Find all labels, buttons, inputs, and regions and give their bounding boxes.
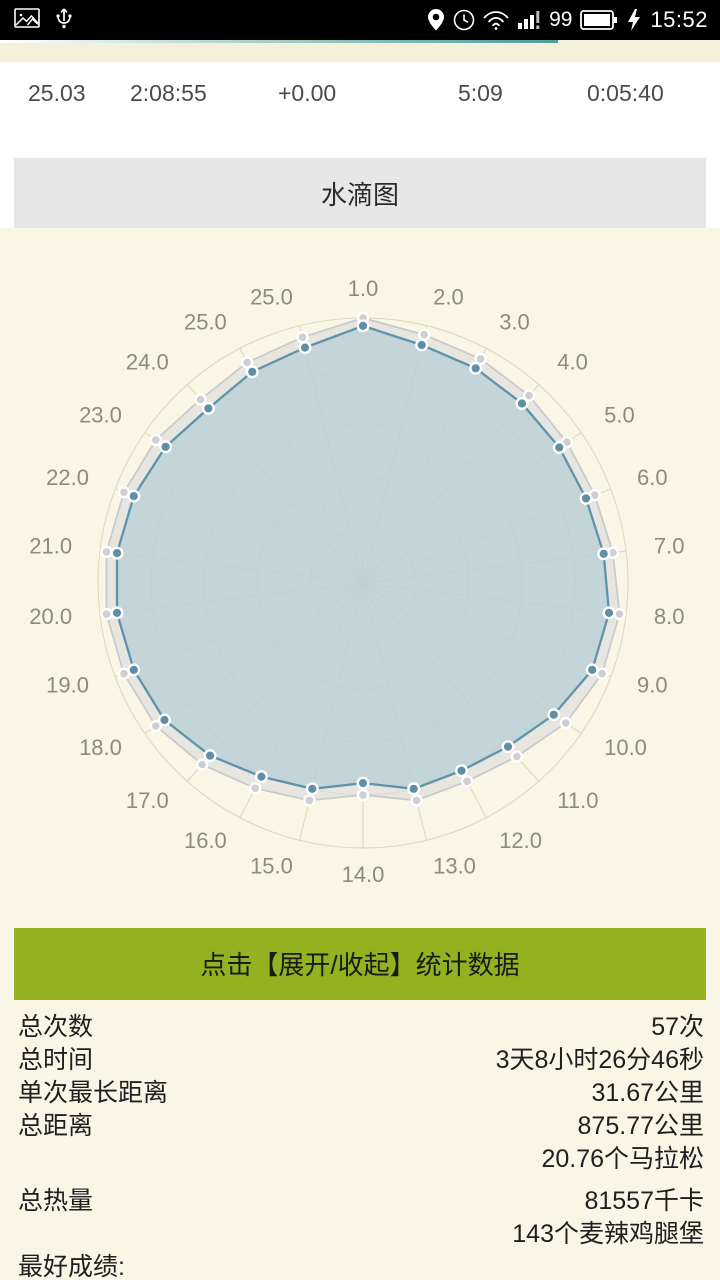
svg-text:18.0: 18.0 xyxy=(79,735,122,760)
svg-text:4.0: 4.0 xyxy=(557,350,588,375)
svg-text:25.0: 25.0 xyxy=(250,284,293,309)
svg-text:8.0: 8.0 xyxy=(654,604,685,629)
svg-text:5.0: 5.0 xyxy=(604,402,635,427)
svg-text:10.0: 10.0 xyxy=(604,735,647,760)
svg-text:11.0: 11.0 xyxy=(557,788,598,813)
svg-text:7.0: 7.0 xyxy=(654,534,685,559)
svg-text:3.0: 3.0 xyxy=(499,309,530,334)
svg-text:15.0: 15.0 xyxy=(250,853,293,878)
svg-text:6.0: 6.0 xyxy=(637,465,668,490)
svg-text:21.0: 21.0 xyxy=(29,534,72,559)
svg-text:17.0: 17.0 xyxy=(126,788,169,813)
svg-text:20.0: 20.0 xyxy=(29,604,72,629)
svg-text:16.0: 16.0 xyxy=(184,828,227,853)
svg-text:9.0: 9.0 xyxy=(637,673,668,698)
svg-text:2.0: 2.0 xyxy=(433,284,464,309)
svg-text:1.0: 1.0 xyxy=(348,276,379,301)
svg-text:25.0: 25.0 xyxy=(184,309,227,334)
svg-text:24.0: 24.0 xyxy=(126,350,169,375)
svg-text:23.0: 23.0 xyxy=(79,402,122,427)
svg-text:14.0: 14.0 xyxy=(342,862,385,887)
svg-text:13.0: 13.0 xyxy=(433,853,476,878)
svg-text:19.0: 19.0 xyxy=(46,673,89,698)
svg-text:12.0: 12.0 xyxy=(499,828,542,853)
svg-text:22.0: 22.0 xyxy=(46,465,89,490)
